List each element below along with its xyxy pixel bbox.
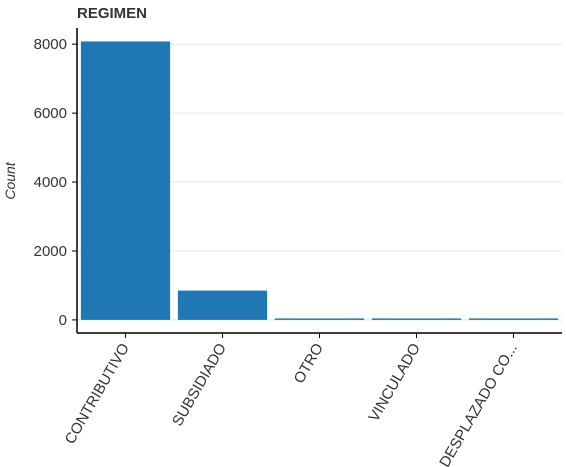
axes (72, 28, 562, 338)
bar[interactable] (177, 290, 268, 320)
y-tick-label: 8000 (34, 36, 67, 53)
bars (80, 41, 559, 320)
x-tick-label: DESPLAZADO CO... (436, 341, 521, 467)
y-tick-label: 6000 (34, 105, 67, 122)
y-tick-labels: 0 2000 4000 6000 8000 (34, 36, 67, 329)
bar[interactable] (468, 318, 559, 320)
y-tick-label: 2000 (34, 243, 67, 260)
x-tick-label: OTRO (291, 341, 327, 387)
y-tick-label: 0 (59, 312, 67, 329)
bar[interactable] (274, 318, 365, 320)
y-axis-title: Count (2, 161, 18, 199)
chart-title: REGIMEN (77, 5, 147, 22)
x-tick-labels: CONTRIBUTIVO SUBSIDIADO OTRO VINCULADO DESPL… (62, 341, 521, 467)
y-tick-label: 4000 (34, 174, 67, 191)
x-tick-label: VINCULADO (365, 341, 423, 425)
bar[interactable] (80, 41, 171, 320)
x-tick-label: CONTRIBUTIVO (62, 341, 133, 448)
x-tick-label: SUBSIDIADO (169, 341, 230, 430)
bar[interactable] (371, 318, 462, 320)
